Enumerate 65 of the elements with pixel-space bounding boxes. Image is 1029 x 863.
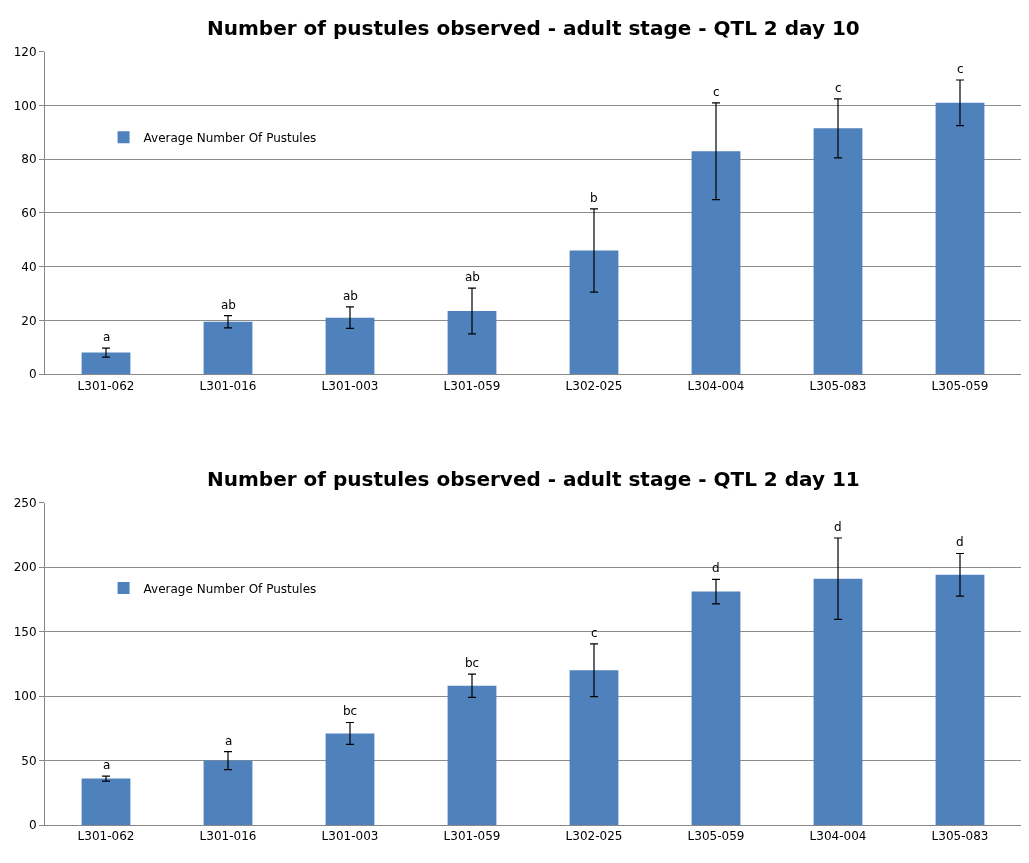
x-tick-label: L301-016	[199, 378, 257, 393]
y-tick-label: 80	[21, 152, 37, 167]
annotation: d	[712, 561, 720, 575]
x-tick-label: L305-083	[809, 378, 867, 393]
y-tick-label: 0	[28, 818, 37, 833]
x-tick-label: L301-003	[321, 378, 379, 393]
y-tick-label: 200	[13, 560, 37, 575]
annotation: a	[103, 758, 111, 772]
bar	[935, 102, 985, 375]
y-tick-label: 20	[21, 313, 37, 328]
x-tick-label: L301-059	[443, 829, 501, 844]
bar	[691, 151, 741, 375]
annotation: bc	[343, 704, 358, 718]
bar	[81, 778, 131, 826]
annotation: d	[834, 520, 842, 534]
y-tick-label: 250	[13, 495, 37, 510]
bar	[935, 574, 985, 826]
annotation: bc	[465, 656, 480, 670]
annotation: ab	[465, 270, 480, 284]
x-tick-label: L305-083	[931, 829, 989, 844]
bar	[325, 733, 375, 826]
x-tick-label: L302-025	[565, 829, 623, 844]
annotation: a	[225, 734, 233, 748]
bar	[81, 352, 131, 375]
bar	[447, 310, 497, 375]
x-tick-label: L304-004	[687, 378, 745, 393]
annotation: ab	[221, 298, 236, 312]
annotation: ab	[343, 289, 358, 303]
annotation: c	[591, 626, 598, 640]
x-tick-label: L301-062	[77, 829, 135, 844]
annotation: b	[590, 191, 598, 205]
x-tick-label: L304-004	[809, 829, 867, 844]
annotation: c	[835, 81, 842, 95]
y-tick-label: 150	[13, 624, 37, 639]
y-tick-label: 0	[28, 367, 37, 382]
y-tick-label: 50	[21, 753, 37, 768]
bar	[813, 128, 863, 375]
legend-label: Average Number Of Pustules	[143, 130, 317, 145]
bar	[325, 317, 375, 375]
bar	[203, 321, 253, 375]
y-tick-label: 100	[13, 98, 37, 113]
y-tick-label: 100	[13, 689, 37, 704]
x-tick-label: L301-059	[443, 378, 501, 393]
x-tick-label: L302-025	[565, 378, 623, 393]
y-tick-label: 120	[13, 45, 37, 60]
legend-label: Average Number Of Pustules	[143, 581, 317, 596]
x-tick-label: L305-059	[931, 378, 989, 393]
chart-title: Number of pustules observed - adult stage - QTL 2 day 11	[207, 467, 860, 491]
annotation: d	[956, 535, 964, 549]
bar	[813, 578, 863, 826]
x-tick-label: L301-003	[321, 829, 379, 844]
bar	[569, 250, 619, 375]
bar	[203, 760, 253, 826]
annotation: a	[103, 330, 111, 344]
y-tick-label: 40	[21, 259, 37, 274]
x-tick-label: L305-059	[687, 829, 745, 844]
chart-title: Number of pustules observed - adult stage - QTL 2 day 10	[207, 16, 860, 40]
x-tick-label: L301-016	[199, 829, 257, 844]
annotation: c	[957, 62, 964, 76]
y-tick-label: 60	[21, 206, 37, 221]
bar	[691, 591, 741, 826]
bar	[569, 670, 619, 826]
bar	[447, 685, 497, 826]
annotation: c	[713, 85, 720, 99]
x-tick-label: L301-062	[77, 378, 135, 393]
